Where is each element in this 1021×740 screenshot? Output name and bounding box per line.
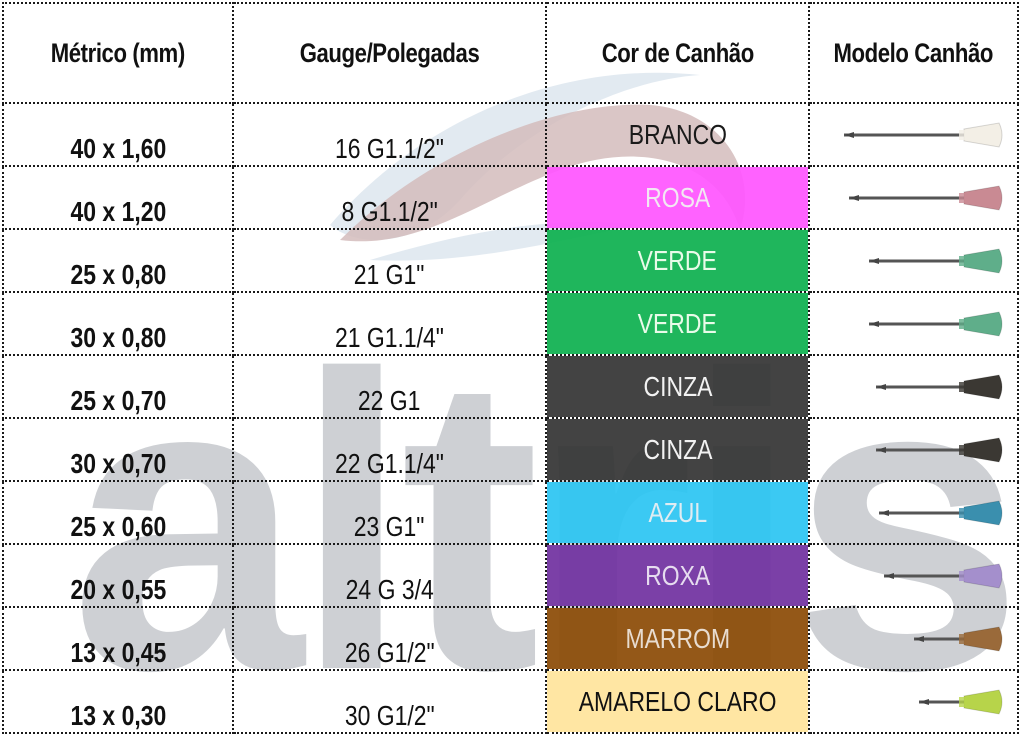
- metric-cell: 40 x 1,20: [2, 165, 234, 230]
- hub-color-cell: AZUL: [545, 480, 810, 545]
- needle-icon: [918, 688, 1002, 715]
- hub-color-swatch: [547, 293, 808, 354]
- table-row: 30 x 0,70 22 G1.1/4" CINZA: [2, 417, 1019, 482]
- hub-model-cell: [808, 606, 1019, 671]
- table-row: 13 x 0,45 26 G1/2" MARROM: [2, 606, 1019, 671]
- needle-icon: [883, 562, 1002, 589]
- gauge-cell: 22 G1.1/4": [232, 417, 547, 482]
- table-header-row: Métrico (mm) Gauge/Polegadas Cor de Canh…: [2, 2, 1019, 104]
- gauge-cell: 23 G1": [232, 480, 547, 545]
- metric-cell: 40 x 1,60: [2, 102, 234, 167]
- metric-cell: 25 x 0,60: [2, 480, 234, 545]
- hub-model-cell: [808, 291, 1019, 356]
- hub-model-cell: [808, 354, 1019, 419]
- hub-color-swatch: [547, 671, 808, 732]
- gauge-cell: 30 G1/2": [232, 669, 547, 734]
- table-row: 20 x 0,55 24 G 3/4 ROXA: [2, 543, 1019, 608]
- hub-color-cell: MARROM: [545, 606, 810, 671]
- header-hub-color: Cor de Canhão: [545, 2, 810, 104]
- hub-color-swatch: [547, 482, 808, 543]
- table-row: 40 x 1,60 16 G1.1/2" BRANCO: [2, 102, 1019, 167]
- needle-icon: [868, 247, 1002, 274]
- hub-model-cell: [808, 165, 1019, 230]
- needle-icon: [868, 310, 1002, 337]
- table-row: 25 x 0,60 23 G1" AZUL: [2, 480, 1019, 545]
- hub-color-cell: ROSA: [545, 165, 810, 230]
- gauge-cell: 21 G1": [232, 228, 547, 293]
- hub-color-cell: CINZA: [545, 417, 810, 482]
- hub-color-swatch: [547, 608, 808, 669]
- header-hub-model: Modelo Canhão: [808, 2, 1019, 104]
- needle-icon: [913, 625, 1002, 652]
- table-row: 25 x 0,80 21 G1" VERDE: [2, 228, 1019, 293]
- hub-color-cell: CINZA: [545, 354, 810, 419]
- gauge-cell: 26 G1/2": [232, 606, 547, 671]
- metric-cell: 13 x 0,45: [2, 606, 234, 671]
- hub-model-cell: [808, 102, 1019, 167]
- table-row: 40 x 1,20 8 G1.1/2" ROSA: [2, 165, 1019, 230]
- hub-model-cell: [808, 543, 1019, 608]
- hub-color-cell: ROXA: [545, 543, 810, 608]
- hub-color-cell: BRANCO: [545, 102, 810, 167]
- needle-icon: [878, 499, 1002, 526]
- gauge-cell: 16 G1.1/2": [232, 102, 547, 167]
- hub-color-swatch: [547, 356, 808, 417]
- table-row: 25 x 0,70 22 G1 CINZA: [2, 354, 1019, 419]
- needle-icon: [875, 436, 1002, 463]
- table-row: 30 x 0,80 21 G1.1/4" VERDE: [2, 291, 1019, 356]
- hub-color-cell: VERDE: [545, 291, 810, 356]
- header-metric: Métrico (mm): [2, 2, 234, 104]
- header-gauge: Gauge/Polegadas: [232, 2, 547, 104]
- metric-cell: 20 x 0,55: [2, 543, 234, 608]
- metric-cell: 13 x 0,30: [2, 669, 234, 734]
- hub-color-swatch: [547, 545, 808, 606]
- needle-icon: [843, 121, 1002, 148]
- hub-color-cell: VERDE: [545, 228, 810, 293]
- hub-color-swatch: [547, 419, 808, 480]
- hub-model-cell: [808, 228, 1019, 293]
- gauge-cell: 24 G 3/4: [232, 543, 547, 608]
- needle-icon: [848, 184, 1002, 211]
- table-row: 13 x 0,30 30 G1/2" AMARELO CLARO: [2, 669, 1019, 734]
- hub-model-cell: [808, 669, 1019, 734]
- gauge-cell: 8 G1.1/2": [232, 165, 547, 230]
- needle-icon: [875, 373, 1002, 400]
- metric-cell: 25 x 0,70: [2, 354, 234, 419]
- hub-model-cell: [808, 417, 1019, 482]
- hub-color-cell: AMARELO CLARO: [545, 669, 810, 734]
- metric-cell: 25 x 0,80: [2, 228, 234, 293]
- hub-model-cell: [808, 480, 1019, 545]
- metric-cell: 30 x 0,80: [2, 291, 234, 356]
- gauge-cell: 22 G1: [232, 354, 547, 419]
- gauge-cell: 21 G1.1/4": [232, 291, 547, 356]
- metric-cell: 30 x 0,70: [2, 417, 234, 482]
